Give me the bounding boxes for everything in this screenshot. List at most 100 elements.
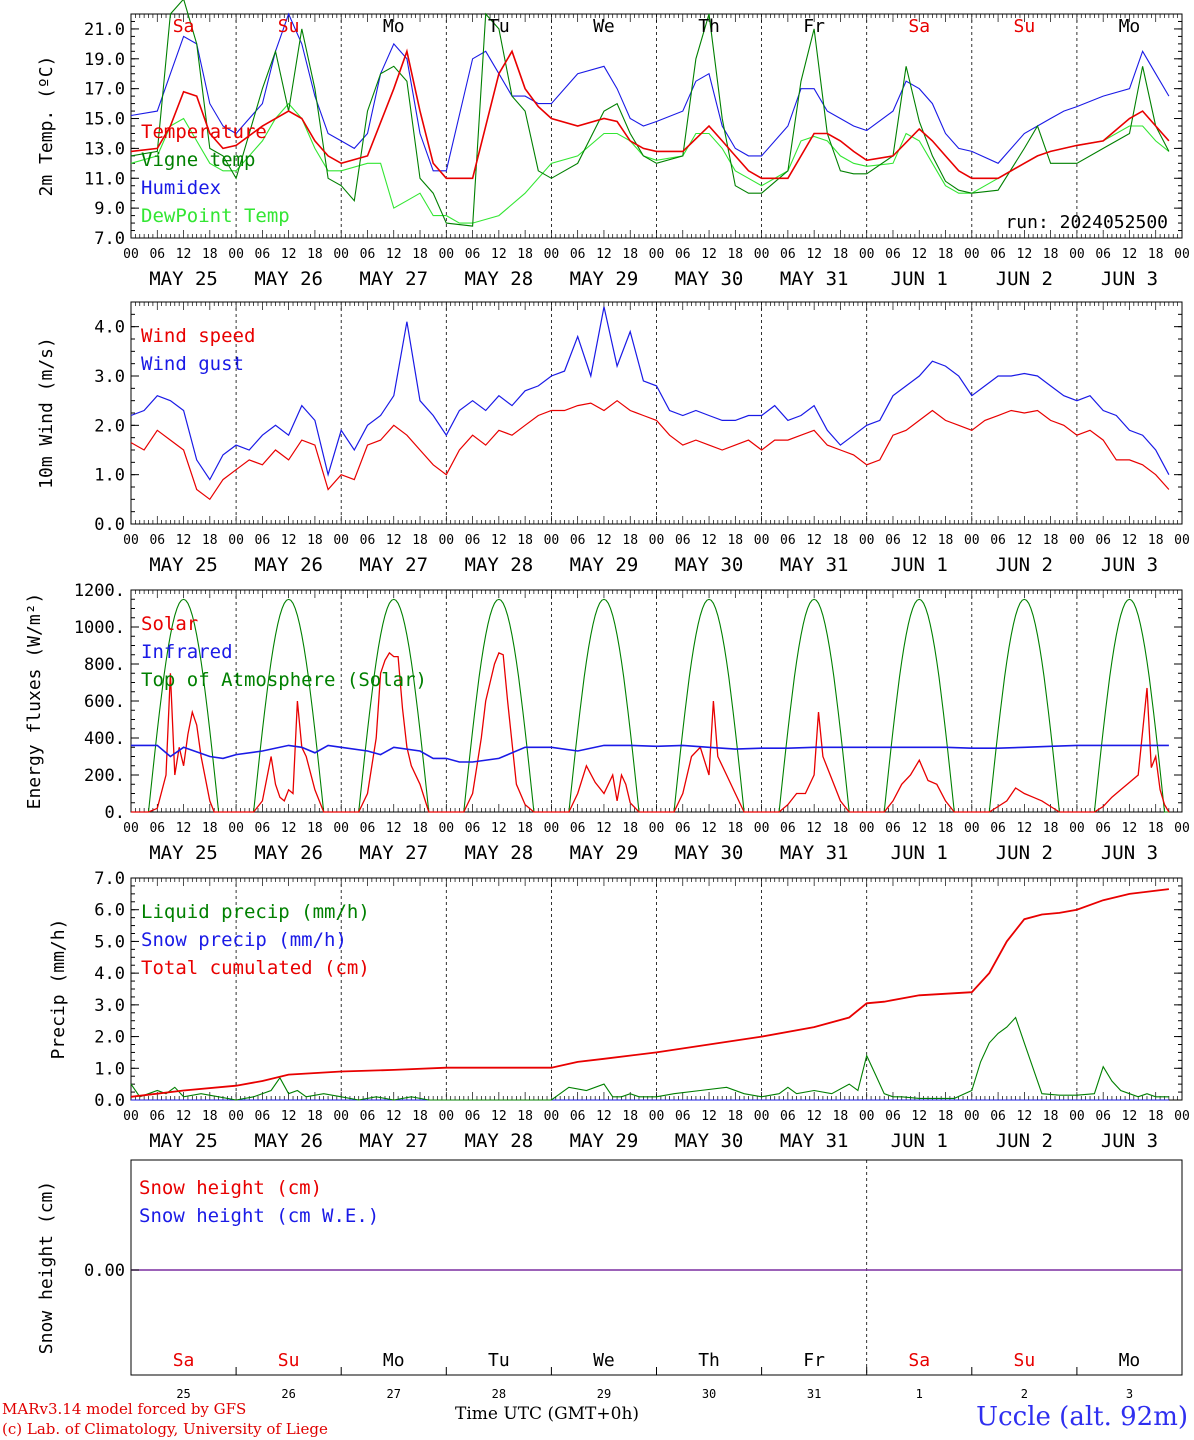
series-humidex: [130, 12, 1170, 172]
legend-entry: Infrared: [141, 641, 233, 663]
day-number-label: 27: [387, 1387, 401, 1400]
day-number-label: 25: [176, 1387, 190, 1400]
hour-label: 12: [806, 821, 822, 836]
y-tick-label: 0.: [105, 803, 125, 823]
date-label: MAY 26: [254, 842, 323, 864]
date-label: MAY 29: [570, 268, 639, 290]
date-label: JUN 1: [891, 268, 948, 290]
day-number-label: 28: [492, 1387, 506, 1400]
hour-label: 18: [1043, 1109, 1059, 1124]
hour-label: 00: [1069, 247, 1085, 262]
hour-label: 18: [1043, 247, 1059, 262]
hour-label: 12: [596, 247, 612, 262]
date-label: MAY 31: [780, 268, 849, 290]
hour-label: 06: [465, 821, 481, 836]
hour-label: 00: [964, 821, 980, 836]
hour-label: 06: [780, 821, 796, 836]
hour-label: 00: [754, 247, 770, 262]
hour-label: 00: [438, 247, 454, 262]
series-wind-speed: [130, 399, 1170, 501]
energy-panel: 00 06 12 18 00 06 12 18 00 06 12 18 00 06 12 18 00 06 12 18…: [24, 581, 1190, 864]
hour-label: 00: [438, 821, 454, 836]
date-label: MAY 28: [465, 268, 534, 290]
hour-label: 06: [885, 821, 901, 836]
date-label: MAY 29: [570, 842, 639, 864]
day-number-label: 29: [597, 1387, 611, 1400]
y-tick-label: 7.0: [94, 229, 125, 249]
hour-label: 06: [570, 247, 586, 262]
hour-label: 12: [386, 247, 402, 262]
hour-label: 06: [465, 533, 481, 548]
hour-label: 12: [386, 821, 402, 836]
hour-label: 18: [1148, 247, 1164, 262]
weekday-label: Su: [1014, 1350, 1036, 1371]
y-tick-label: 800.: [84, 655, 125, 675]
hour-label: 06: [360, 247, 376, 262]
weekday-label: Th: [698, 1350, 720, 1371]
weekday-label: Sa: [908, 16, 930, 37]
hour-label: 06: [675, 821, 691, 836]
series-total-cumulated: [130, 888, 1170, 1098]
hour-label: 00: [754, 1109, 770, 1124]
hour-label: 00: [438, 533, 454, 548]
hour-label: 12: [281, 533, 297, 548]
y-tick-label: 11.0: [84, 169, 125, 189]
hour-label: 12: [386, 533, 402, 548]
hour-label: 00: [544, 821, 560, 836]
hour-label: 00: [123, 821, 139, 836]
hour-label: 00: [859, 533, 875, 548]
hour-label: 06: [149, 247, 165, 262]
hour-label: 06: [885, 1109, 901, 1124]
hour-label: 06: [885, 247, 901, 262]
hour-label: 06: [780, 247, 796, 262]
series-temperature: [130, 48, 1170, 180]
hour-label: 00: [1174, 821, 1190, 836]
day-number-label: 26: [281, 1387, 295, 1400]
hour-label: 06: [990, 247, 1006, 262]
hour-label: 06: [570, 821, 586, 836]
series-dewpoint-temp: [130, 102, 1170, 224]
hour-label: 06: [255, 821, 271, 836]
model-credit: MARv3.14 model forced by GFS: [2, 1400, 247, 1418]
weekday-label: Mo: [1119, 1350, 1141, 1371]
legend-entry: Humidex: [141, 177, 221, 199]
hour-label: 18: [307, 821, 323, 836]
legend-entry: Vigne temp: [141, 149, 255, 171]
hour-label: 12: [386, 1109, 402, 1124]
series-toa-solar: [131, 598, 1169, 813]
hour-label: 12: [911, 1109, 927, 1124]
hour-label: 06: [255, 533, 271, 548]
hour-label: 06: [990, 821, 1006, 836]
meteogram: 00 06 12 18 00 06 12 18 00 06 12 18 00 06 12 18 00 06 12 18…: [24, 0, 1190, 1400]
hour-label: 18: [622, 1109, 638, 1124]
hour-label: 12: [176, 533, 192, 548]
hour-label: 12: [176, 821, 192, 836]
weekday-label: Tu: [488, 16, 510, 37]
hour-label: 18: [517, 247, 533, 262]
date-label: JUN 2: [996, 842, 1053, 864]
hour-label: 12: [911, 821, 927, 836]
hour-label: 18: [202, 1109, 218, 1124]
hour-label: 12: [806, 533, 822, 548]
precip-panel: 00 06 12 18 00 06 12 18 00 06 12 18 00 06 12 18 00 06 12 18…: [48, 869, 1190, 1152]
hour-label: 18: [307, 533, 323, 548]
hour-label: 00: [754, 821, 770, 836]
hour-label: 12: [1017, 247, 1033, 262]
hour-label: 12: [596, 821, 612, 836]
hour-label: 18: [412, 821, 428, 836]
hour-label: 12: [596, 533, 612, 548]
hour-label: 06: [780, 533, 796, 548]
date-label: MAY 26: [254, 268, 323, 290]
hour-label: 00: [123, 533, 139, 548]
date-label: MAY 30: [675, 842, 744, 864]
hour-label: 06: [885, 533, 901, 548]
hour-label: 00: [1174, 247, 1190, 262]
series-solar: [131, 651, 1170, 813]
hour-label: 18: [1148, 821, 1164, 836]
date-label: MAY 30: [675, 268, 744, 290]
date-label: MAY 26: [254, 554, 323, 576]
hour-label: 00: [649, 533, 665, 548]
date-label: MAY 27: [359, 842, 428, 864]
hour-label: 00: [964, 533, 980, 548]
date-label: MAY 30: [675, 1130, 744, 1152]
